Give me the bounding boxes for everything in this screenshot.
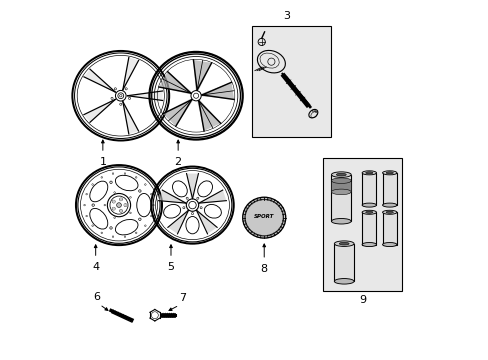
- Bar: [334, 244, 353, 281]
- Circle shape: [120, 210, 122, 212]
- Polygon shape: [122, 102, 138, 134]
- Text: SPORT: SPORT: [254, 214, 274, 219]
- Bar: [362, 173, 376, 205]
- Bar: [362, 212, 376, 244]
- Ellipse shape: [336, 173, 346, 176]
- Ellipse shape: [365, 172, 372, 174]
- Polygon shape: [84, 69, 116, 93]
- Text: 1: 1: [99, 157, 106, 167]
- Ellipse shape: [382, 243, 396, 247]
- Ellipse shape: [331, 189, 350, 195]
- Circle shape: [116, 203, 121, 207]
- Polygon shape: [201, 82, 234, 99]
- Bar: [382, 212, 396, 244]
- Circle shape: [113, 208, 114, 210]
- Polygon shape: [195, 210, 217, 234]
- Polygon shape: [193, 60, 211, 90]
- Ellipse shape: [365, 211, 372, 213]
- Text: 8: 8: [260, 264, 267, 274]
- Ellipse shape: [331, 178, 350, 184]
- Text: 7: 7: [179, 293, 186, 303]
- Polygon shape: [197, 100, 220, 131]
- Polygon shape: [167, 210, 189, 234]
- Bar: [331, 175, 350, 221]
- Ellipse shape: [339, 242, 348, 245]
- Ellipse shape: [362, 203, 376, 207]
- Ellipse shape: [362, 171, 376, 175]
- Ellipse shape: [382, 171, 396, 175]
- Ellipse shape: [334, 279, 353, 284]
- Ellipse shape: [331, 219, 350, 224]
- Ellipse shape: [386, 211, 392, 213]
- Ellipse shape: [362, 210, 376, 214]
- Polygon shape: [159, 72, 191, 94]
- Text: 5: 5: [167, 262, 174, 273]
- Bar: [331, 181, 350, 192]
- Circle shape: [120, 199, 122, 200]
- Ellipse shape: [386, 172, 392, 174]
- Circle shape: [124, 204, 126, 206]
- Ellipse shape: [382, 203, 396, 207]
- Bar: [251, 26, 330, 137]
- Bar: [323, 158, 402, 291]
- Ellipse shape: [245, 200, 283, 235]
- Text: 9: 9: [359, 296, 366, 306]
- Text: 2: 2: [174, 157, 182, 167]
- Polygon shape: [198, 190, 226, 204]
- Ellipse shape: [382, 210, 396, 214]
- Circle shape: [113, 201, 114, 202]
- Ellipse shape: [244, 199, 283, 236]
- Ellipse shape: [334, 241, 353, 246]
- Polygon shape: [163, 99, 192, 126]
- Bar: [382, 173, 396, 205]
- Polygon shape: [122, 58, 138, 90]
- Text: 4: 4: [92, 262, 99, 273]
- Ellipse shape: [242, 197, 285, 238]
- Polygon shape: [158, 190, 186, 204]
- Ellipse shape: [362, 243, 376, 247]
- Ellipse shape: [331, 172, 350, 177]
- Polygon shape: [186, 174, 198, 199]
- Polygon shape: [127, 91, 162, 100]
- Text: 6: 6: [93, 292, 100, 302]
- Polygon shape: [84, 99, 116, 122]
- Text: 3: 3: [282, 12, 289, 22]
